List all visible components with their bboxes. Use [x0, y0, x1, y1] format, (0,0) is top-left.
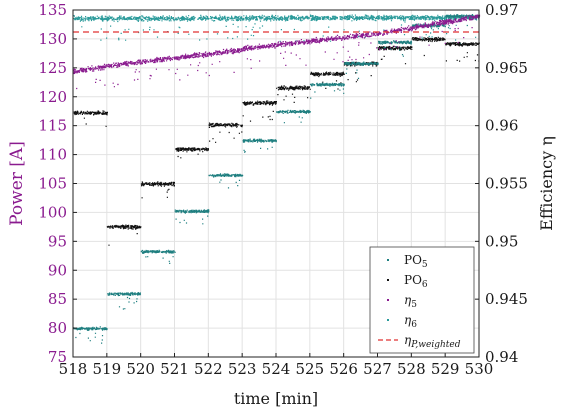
scatter-points-eta5	[73, 63, 108, 90]
right-y-tick-label: 0.96	[485, 117, 518, 135]
left-y-tick-label: 80	[48, 319, 67, 337]
x-tick-label: 521	[160, 360, 189, 378]
scatter-points-PO5	[276, 109, 311, 124]
scatter-points-PO5	[208, 173, 244, 189]
right-y-tick-label: 0.965	[485, 59, 528, 77]
legend-label-weighted: ηP,weighted	[404, 333, 461, 350]
left-y-tick-label: 130	[38, 30, 67, 48]
scatter-points-PO6	[445, 41, 480, 62]
legend-swatch-eta5	[387, 299, 389, 301]
left-y-tick-label: 75	[48, 348, 67, 366]
scatter-points-PO5	[140, 249, 176, 264]
left-y-tick-label: 100	[38, 203, 67, 221]
x-tick-label: 520	[126, 360, 155, 378]
x-tick-label: 518	[59, 360, 88, 378]
scatter-points-PO5	[107, 291, 141, 310]
left-y-tick-label: 90	[48, 261, 67, 279]
eta6-series	[73, 14, 480, 45]
scatter-points-PO6	[411, 36, 446, 57]
left-y-tick-label: 95	[48, 232, 67, 250]
x-axis-label: time [min]	[234, 389, 318, 408]
legend-label-PO6: PO6	[404, 273, 428, 290]
legend-label-eta5: η5	[404, 293, 417, 310]
left-y-tick-label: 85	[48, 290, 67, 308]
scatter-points-PO5	[242, 138, 277, 153]
x-tick-label: 528	[397, 360, 426, 378]
x-tick-label: 527	[363, 360, 392, 378]
left-y-tick-label: 115	[38, 117, 67, 135]
scatter-points-eta5	[106, 47, 244, 88]
scatter-points-PO6	[106, 224, 142, 246]
scatter-points-eta6	[73, 14, 480, 45]
x-tick-label: 530	[465, 360, 494, 378]
x-tick-label: 519	[93, 360, 122, 378]
legend-swatch-PO5	[387, 259, 389, 261]
scatter-points-PO5	[411, 23, 447, 40]
left-y-tick-label: 120	[38, 88, 67, 106]
x-tick-label: 529	[431, 360, 460, 378]
scatter-points-PO5	[309, 82, 345, 99]
scatter-points-PO5	[344, 61, 379, 79]
x-tick-label: 523	[228, 360, 257, 378]
x-tick-label: 522	[194, 360, 223, 378]
right-y-tick-label: 0.95	[485, 232, 518, 250]
left-y-tick-label: 125	[38, 59, 67, 77]
scatter-points-PO6	[140, 181, 175, 199]
legend: PO5 PO6 η5 η6 ηP,weighted	[369, 246, 475, 354]
right-y-tick-label: 0.955	[485, 175, 528, 193]
right-y-tick-label: 0.945	[485, 290, 528, 308]
legend-swatch-PO6	[387, 279, 389, 281]
legend-label-PO5: PO5	[404, 253, 428, 270]
scatter-points-PO6	[73, 110, 108, 127]
scatter-points-PO6	[175, 147, 209, 159]
left-y-axis-label: Power [A]	[7, 141, 27, 226]
x-tick-label: 524	[262, 360, 291, 378]
axis-ticks: 518 519 520 521 522 523 524 525 526 527 528 529 530 7…	[38, 1, 528, 378]
x-tick-label: 525	[296, 360, 325, 378]
scatter-points-PO6	[242, 100, 277, 122]
left-y-tick-label: 110	[38, 146, 67, 164]
scatter-points-PO5	[378, 40, 413, 57]
scatter-points-PO5	[174, 209, 210, 225]
scatter-points-PO6	[310, 71, 345, 90]
scatter-points-PO6	[276, 85, 311, 103]
x-tick-label: 526	[329, 360, 358, 378]
right-y-tick-label: 0.97	[485, 1, 518, 19]
legend-swatch-eta6	[387, 319, 389, 321]
scatter-points-PO6	[208, 122, 243, 143]
legend-label-eta6: η6	[404, 313, 417, 330]
scatter-points-PO6	[377, 45, 413, 65]
scatter-points-eta5	[242, 31, 379, 69]
left-y-tick-label: 105	[38, 175, 67, 193]
left-y-tick-label: 135	[38, 1, 67, 19]
right-y-tick-label: 0.94	[485, 348, 518, 366]
right-y-axis-label: Efficiency η	[537, 136, 556, 231]
